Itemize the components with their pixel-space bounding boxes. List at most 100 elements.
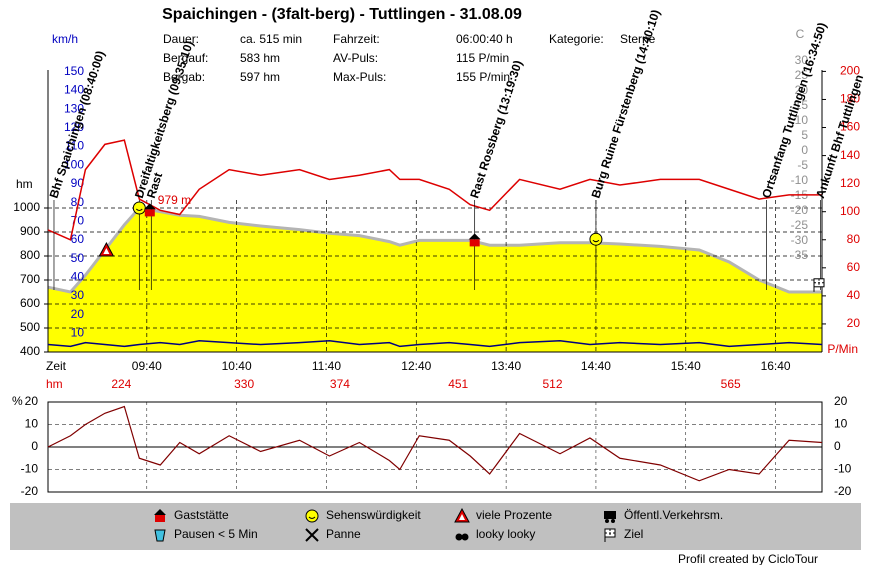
legend-icon bbox=[305, 509, 319, 523]
gradient-tick-label: -35 bbox=[791, 248, 809, 262]
icon-body bbox=[469, 239, 480, 247]
marker bbox=[813, 278, 825, 292]
icon-train bbox=[604, 511, 616, 519]
climb-value: 451 bbox=[448, 377, 468, 391]
pulse-line bbox=[47, 139, 822, 241]
info-label: Fahrzeit: bbox=[333, 32, 380, 46]
speed-tick-label: 40 bbox=[71, 269, 85, 283]
gradient-tick-label: 25 bbox=[795, 68, 809, 82]
info-value: 597 hm bbox=[240, 70, 280, 84]
icon-roof bbox=[154, 509, 166, 515]
speed-tick-label: 110 bbox=[65, 139, 84, 153]
gradient-tick-label: -10 bbox=[791, 173, 809, 187]
icon-roof bbox=[468, 233, 481, 240]
speed-tick-label: 60 bbox=[71, 232, 85, 246]
info-value: 115 P/min bbox=[456, 51, 509, 65]
climb-value: 512 bbox=[543, 377, 563, 391]
icon-roof bbox=[143, 203, 156, 210]
info-value: Sterne bbox=[620, 32, 656, 46]
icon-wheel bbox=[611, 519, 615, 523]
speed-tick-label: 30 bbox=[71, 288, 85, 302]
info-label: Dauer: bbox=[163, 32, 199, 46]
x-axis-label: Zeit bbox=[46, 359, 67, 373]
climb-label: hm bbox=[46, 377, 63, 391]
x-tick-label: 10:40 bbox=[222, 359, 252, 373]
legend-icon bbox=[604, 528, 616, 542]
slope-tick-label-right: 20 bbox=[834, 394, 848, 408]
gradient-tick-label: -30 bbox=[791, 233, 809, 247]
y2-tick-label: 140 bbox=[840, 148, 860, 162]
speed-line bbox=[47, 340, 823, 348]
gradient-tick-label: 15 bbox=[795, 98, 809, 112]
climb-value: 224 bbox=[111, 377, 131, 391]
speed-tick-label: 70 bbox=[71, 213, 85, 227]
info-label: Kategorie: bbox=[549, 32, 604, 46]
speed-tick-label: 90 bbox=[71, 176, 85, 190]
speed-tick-label: 100 bbox=[64, 157, 84, 171]
x-tick-label: 15:40 bbox=[671, 359, 701, 373]
speed-tick-label: 140 bbox=[64, 83, 84, 97]
slope-tick-label: 20 bbox=[25, 394, 39, 408]
x-tick-label: 11:40 bbox=[312, 359, 341, 373]
icon-body bbox=[155, 515, 165, 522]
icon-lens bbox=[455, 533, 463, 541]
legend-icon bbox=[455, 533, 469, 541]
peak-label: 979 m bbox=[158, 193, 191, 207]
icon-face bbox=[589, 232, 603, 246]
icon-smile bbox=[592, 239, 600, 243]
icon-wheel bbox=[605, 519, 609, 523]
x-tick-label: 13:40 bbox=[491, 359, 521, 373]
y-tick-label: 600 bbox=[20, 296, 40, 310]
slope-tick-label-right: 10 bbox=[834, 417, 848, 431]
gradient-tick-label: -5 bbox=[797, 158, 808, 172]
speed-tick-label: 50 bbox=[71, 251, 85, 265]
y-tick-label: 900 bbox=[20, 224, 40, 238]
gradient-tick-label: 0 bbox=[801, 143, 808, 157]
icon-smile bbox=[135, 208, 143, 211]
slope-tick-label-right: -20 bbox=[834, 484, 852, 498]
y-tick-label: 1000 bbox=[13, 200, 40, 214]
icon-tools bbox=[305, 528, 319, 542]
climb-value: 330 bbox=[234, 377, 254, 391]
gradient-tick-label: 5 bbox=[801, 128, 808, 142]
slope-tick-label: -20 bbox=[21, 484, 39, 498]
y2-tick-label: 180 bbox=[840, 92, 860, 106]
gradient-tick-label: -25 bbox=[791, 218, 809, 232]
legend-label: viele Prozente bbox=[476, 508, 552, 522]
icon-smile bbox=[308, 516, 316, 519]
slope-tick-label: 10 bbox=[25, 417, 39, 431]
marker bbox=[589, 232, 603, 246]
legend-icon bbox=[305, 528, 319, 542]
legend-label: Panne bbox=[326, 527, 361, 541]
icon-triangle-inner bbox=[459, 514, 465, 520]
legend-label: Ziel bbox=[624, 527, 643, 541]
y2-tick-label: 100 bbox=[840, 204, 860, 218]
marker bbox=[143, 203, 156, 217]
speed-tick-label: 150 bbox=[64, 64, 84, 78]
legend-box bbox=[10, 503, 861, 550]
icon-face bbox=[305, 509, 319, 523]
y2-axis-label: P/Min bbox=[827, 342, 858, 356]
x-tick-label: 14:40 bbox=[581, 359, 611, 373]
y2-tick-label: 40 bbox=[847, 288, 861, 302]
icon-check bbox=[814, 278, 825, 287]
icon-cup bbox=[154, 529, 166, 542]
info-label: Bergab: bbox=[163, 70, 205, 84]
speed-axis-label: km/h bbox=[52, 32, 78, 46]
y2-tick-label: 20 bbox=[847, 316, 861, 330]
legend-icon bbox=[154, 509, 166, 522]
legend-label: looky looky bbox=[476, 527, 535, 541]
slope-tick-label-right: -10 bbox=[834, 462, 852, 476]
climb-value: 565 bbox=[721, 377, 741, 391]
x-tick-label: 09:40 bbox=[132, 359, 162, 373]
gradient-tick-label: 30 bbox=[795, 53, 809, 67]
icon-triangle-inner bbox=[103, 248, 110, 254]
info-value: 06:00:40 h bbox=[456, 32, 513, 46]
legend-icon bbox=[604, 511, 616, 523]
legend-label: Öffentl.Verkehrsm. bbox=[624, 508, 723, 522]
icon-check bbox=[605, 529, 615, 537]
x-tick-label: 16:40 bbox=[761, 359, 791, 373]
marker bbox=[468, 233, 481, 247]
slope-tick-label: -10 bbox=[21, 462, 39, 476]
footer: Profil created by CicloTour bbox=[678, 552, 818, 565]
